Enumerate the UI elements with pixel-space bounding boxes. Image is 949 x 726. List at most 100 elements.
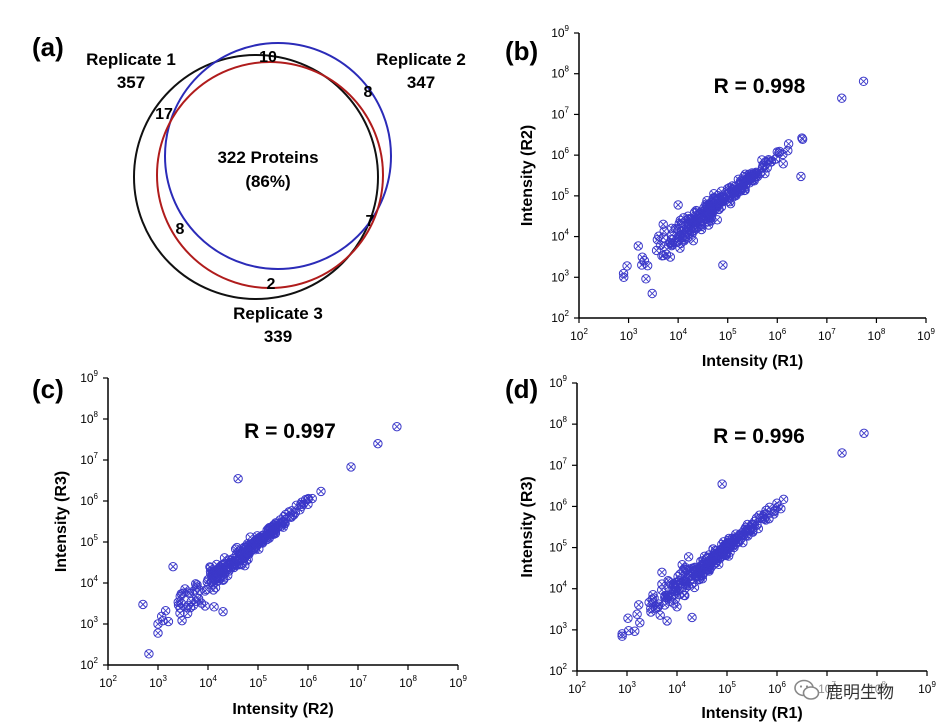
scatter-point: [641, 274, 651, 284]
venn-replicate-2-count: 347: [407, 73, 435, 92]
scatter-point: [736, 179, 746, 189]
scatter-point: [783, 146, 793, 156]
scatter-point: [689, 582, 700, 593]
y-tick-label: 102: [549, 662, 567, 678]
scatter-point: [707, 207, 717, 217]
y-axis-label: Intensity (R3): [519, 476, 536, 577]
scatter-point: [725, 198, 736, 209]
scatter-point: [203, 575, 213, 585]
x-tick-label: 102: [99, 674, 117, 690]
scatter-panel-d: (d)1021021031031041041051051061061071071…: [505, 374, 936, 722]
venn-replicate-2-name: Replicate 2: [376, 50, 466, 69]
scatter-point: [633, 241, 643, 251]
x-tick-label: 102: [568, 680, 586, 696]
scatter-point: [747, 175, 757, 186]
scatter-point: [192, 580, 202, 590]
scatter-point: [218, 606, 228, 617]
scatter-point: [764, 156, 774, 166]
x-tick-label: 102: [570, 327, 588, 343]
scatter-point: [180, 584, 190, 594]
scatter-point: [769, 506, 779, 517]
scatter-point: [770, 154, 781, 164]
panel-label-a: (a): [32, 32, 64, 62]
x-tick-label: 106: [299, 674, 317, 690]
x-tick-label: 103: [618, 680, 636, 696]
y-tick-label: 103: [549, 621, 567, 637]
venn-region-bottom: 2: [267, 276, 276, 293]
scatter-point: [212, 573, 223, 584]
scatter-point: [722, 539, 732, 550]
scatter-point: [673, 224, 683, 235]
scatter-point: [733, 174, 744, 185]
x-axis-label: Intensity (R1): [702, 353, 803, 370]
scatter-point: [617, 629, 627, 639]
venn-region-left: 17: [155, 106, 173, 123]
y-tick-label: 108: [549, 415, 567, 431]
wechat-icon: [794, 679, 820, 700]
scatter-point: [153, 628, 163, 638]
x-tick-label: 103: [149, 674, 167, 690]
scatter-point: [623, 613, 633, 623]
scatter-point: [679, 236, 689, 246]
scatter-point: [373, 438, 383, 449]
scatter-point: [235, 555, 246, 565]
scatter-point: [739, 530, 749, 541]
scatter-point: [748, 527, 758, 537]
scatter-point: [683, 214, 693, 224]
y-tick-label: 105: [80, 533, 98, 549]
x-tick-label: 104: [199, 674, 217, 690]
scatter-point: [714, 197, 725, 208]
scatter-point: [661, 593, 671, 603]
y-tick-label: 108: [551, 65, 569, 81]
x-tick-label: 109: [918, 680, 936, 696]
y-tick-label: 109: [549, 374, 567, 390]
venn-replicate-1-count: 357: [117, 73, 145, 92]
scatter-point: [168, 561, 178, 572]
scatter-point: [177, 615, 187, 626]
scatter-point: [303, 499, 313, 509]
y-tick-label: 106: [549, 497, 567, 513]
y-tick-label: 103: [551, 268, 569, 284]
scatter-point: [658, 219, 668, 230]
scatter-point: [757, 162, 768, 172]
venn-replicate-3-count: 339: [264, 327, 292, 346]
scatter-point: [144, 649, 154, 659]
scatter-point: [175, 608, 185, 618]
x-tick-label: 109: [449, 674, 467, 690]
scatter-point: [837, 448, 847, 458]
y-tick-label: 104: [551, 228, 569, 244]
watermark-text: 鹿明生物: [826, 682, 894, 703]
scatter-point: [837, 93, 847, 103]
x-tick-label: 107: [349, 674, 367, 690]
y-tick-label: 104: [80, 574, 98, 590]
y-tick-label: 108: [80, 410, 98, 426]
scatter-point: [717, 479, 727, 489]
x-tick-label: 108: [868, 327, 886, 343]
scatter-point: [723, 183, 733, 194]
scatter-point: [718, 260, 728, 270]
scatter-point: [668, 598, 679, 608]
x-tick-label: 106: [768, 327, 786, 343]
scatter-point: [634, 600, 644, 610]
venn-replicate-1-name: Replicate 1: [86, 50, 176, 69]
scatter-point: [208, 585, 219, 595]
panel-label: (c): [32, 374, 64, 404]
scatter-point: [160, 606, 171, 616]
x-tick-label: 106: [768, 680, 786, 696]
scatter-point: [163, 616, 174, 627]
scatter-point: [253, 534, 263, 544]
venn-center-percent: (86%): [245, 172, 290, 191]
scatter-point: [673, 200, 683, 210]
scatter-point: [619, 272, 629, 282]
scatter-point: [657, 567, 667, 578]
scatter-point: [201, 584, 212, 595]
scatter-point: [659, 226, 669, 236]
scatter-point: [783, 139, 794, 149]
venn-region-lower-right: 7: [366, 213, 375, 230]
scatter-point: [677, 560, 687, 570]
y-tick-label: 104: [549, 580, 567, 596]
scatter-point: [635, 618, 645, 628]
panel-label: (b): [505, 36, 538, 66]
scatter-point: [303, 494, 313, 505]
